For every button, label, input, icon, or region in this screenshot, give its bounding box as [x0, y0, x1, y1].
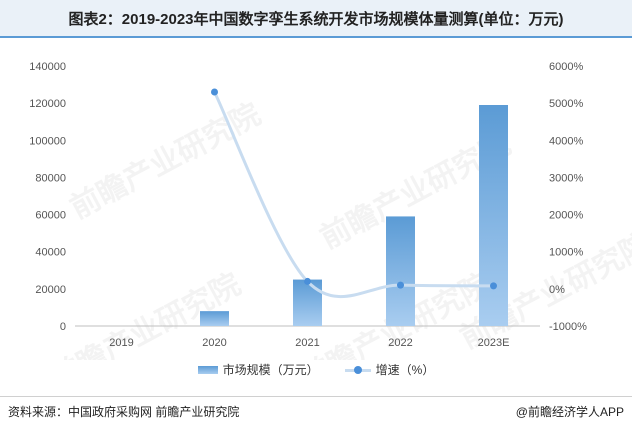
right-axis-tick: -1000%: [549, 321, 587, 333]
right-axis-tick: 5000%: [549, 98, 583, 110]
left-axis-tick: 60000: [35, 210, 66, 222]
bar-2021: [293, 279, 322, 326]
growth-rate-line: [213, 91, 494, 299]
growth-point-2023E: [490, 282, 497, 290]
legend-item-growth-rate: 增速（%）: [344, 361, 435, 378]
left-axis-tick: 20000: [35, 284, 66, 296]
bar-2023E: [479, 105, 508, 326]
left-axis-tick: 140000: [29, 61, 66, 73]
left-axis-tick: 100000: [29, 135, 66, 147]
bar-2022: [386, 216, 415, 326]
x-axis-tick: 2020: [202, 337, 226, 349]
left-axis-tick: 80000: [35, 172, 66, 184]
legend: 市场规模（万元） 增速（%）: [0, 361, 632, 378]
right-axis-tick: 4000%: [549, 135, 583, 147]
legend-label-market-size: 市场规模（万元）: [222, 363, 319, 377]
chart-title: 图表2：2019-2023年中国数字孪生系统开发市场规模体量测算(单位：万元): [0, 0, 632, 38]
x-axis-tick: 2022: [388, 337, 412, 349]
brand-credit: @前瞻经济学人APP: [515, 405, 624, 419]
right-axis-tick: 2000%: [549, 210, 583, 222]
left-axis-tick: 40000: [35, 247, 66, 259]
left-axis-tick: 120000: [29, 98, 66, 110]
growth-point-2020: [211, 88, 218, 96]
legend-label-growth-rate: 增速（%）: [375, 363, 435, 377]
right-axis-tick: 6000%: [549, 61, 583, 73]
chart: 前瞻产业研究院前瞻产业研究院前瞻产业研究院前瞻产业研究院前瞻产业研究院 1400…: [29, 61, 632, 360]
growth-point-2021: [304, 277, 311, 285]
source-note: 资料来源：中国政府采购网 前瞻产业研究院: [8, 405, 240, 419]
x-axis-tick: 2021: [295, 337, 319, 349]
right-axis-tick: 1000%: [549, 247, 583, 259]
x-axis-tick: 2019: [109, 337, 133, 349]
x-axis-tick: 2023E: [478, 337, 510, 349]
left-axis-tick: 0: [60, 321, 66, 333]
legend-bar-swatch: [197, 365, 218, 374]
legend-line-swatch: [344, 365, 371, 375]
bar-2020: [200, 311, 229, 326]
footer: 资料来源：中国政府采购网 前瞻产业研究院 @前瞻经济学人APP: [0, 396, 632, 423]
watermark-logo: 前瞻产业研究院: [65, 97, 267, 226]
right-axis-tick: 0%: [549, 284, 565, 296]
legend-item-market-size: 市场规模（万元）: [197, 361, 319, 378]
growth-point-2022: [397, 281, 404, 289]
right-axis-tick: 3000%: [549, 172, 583, 184]
